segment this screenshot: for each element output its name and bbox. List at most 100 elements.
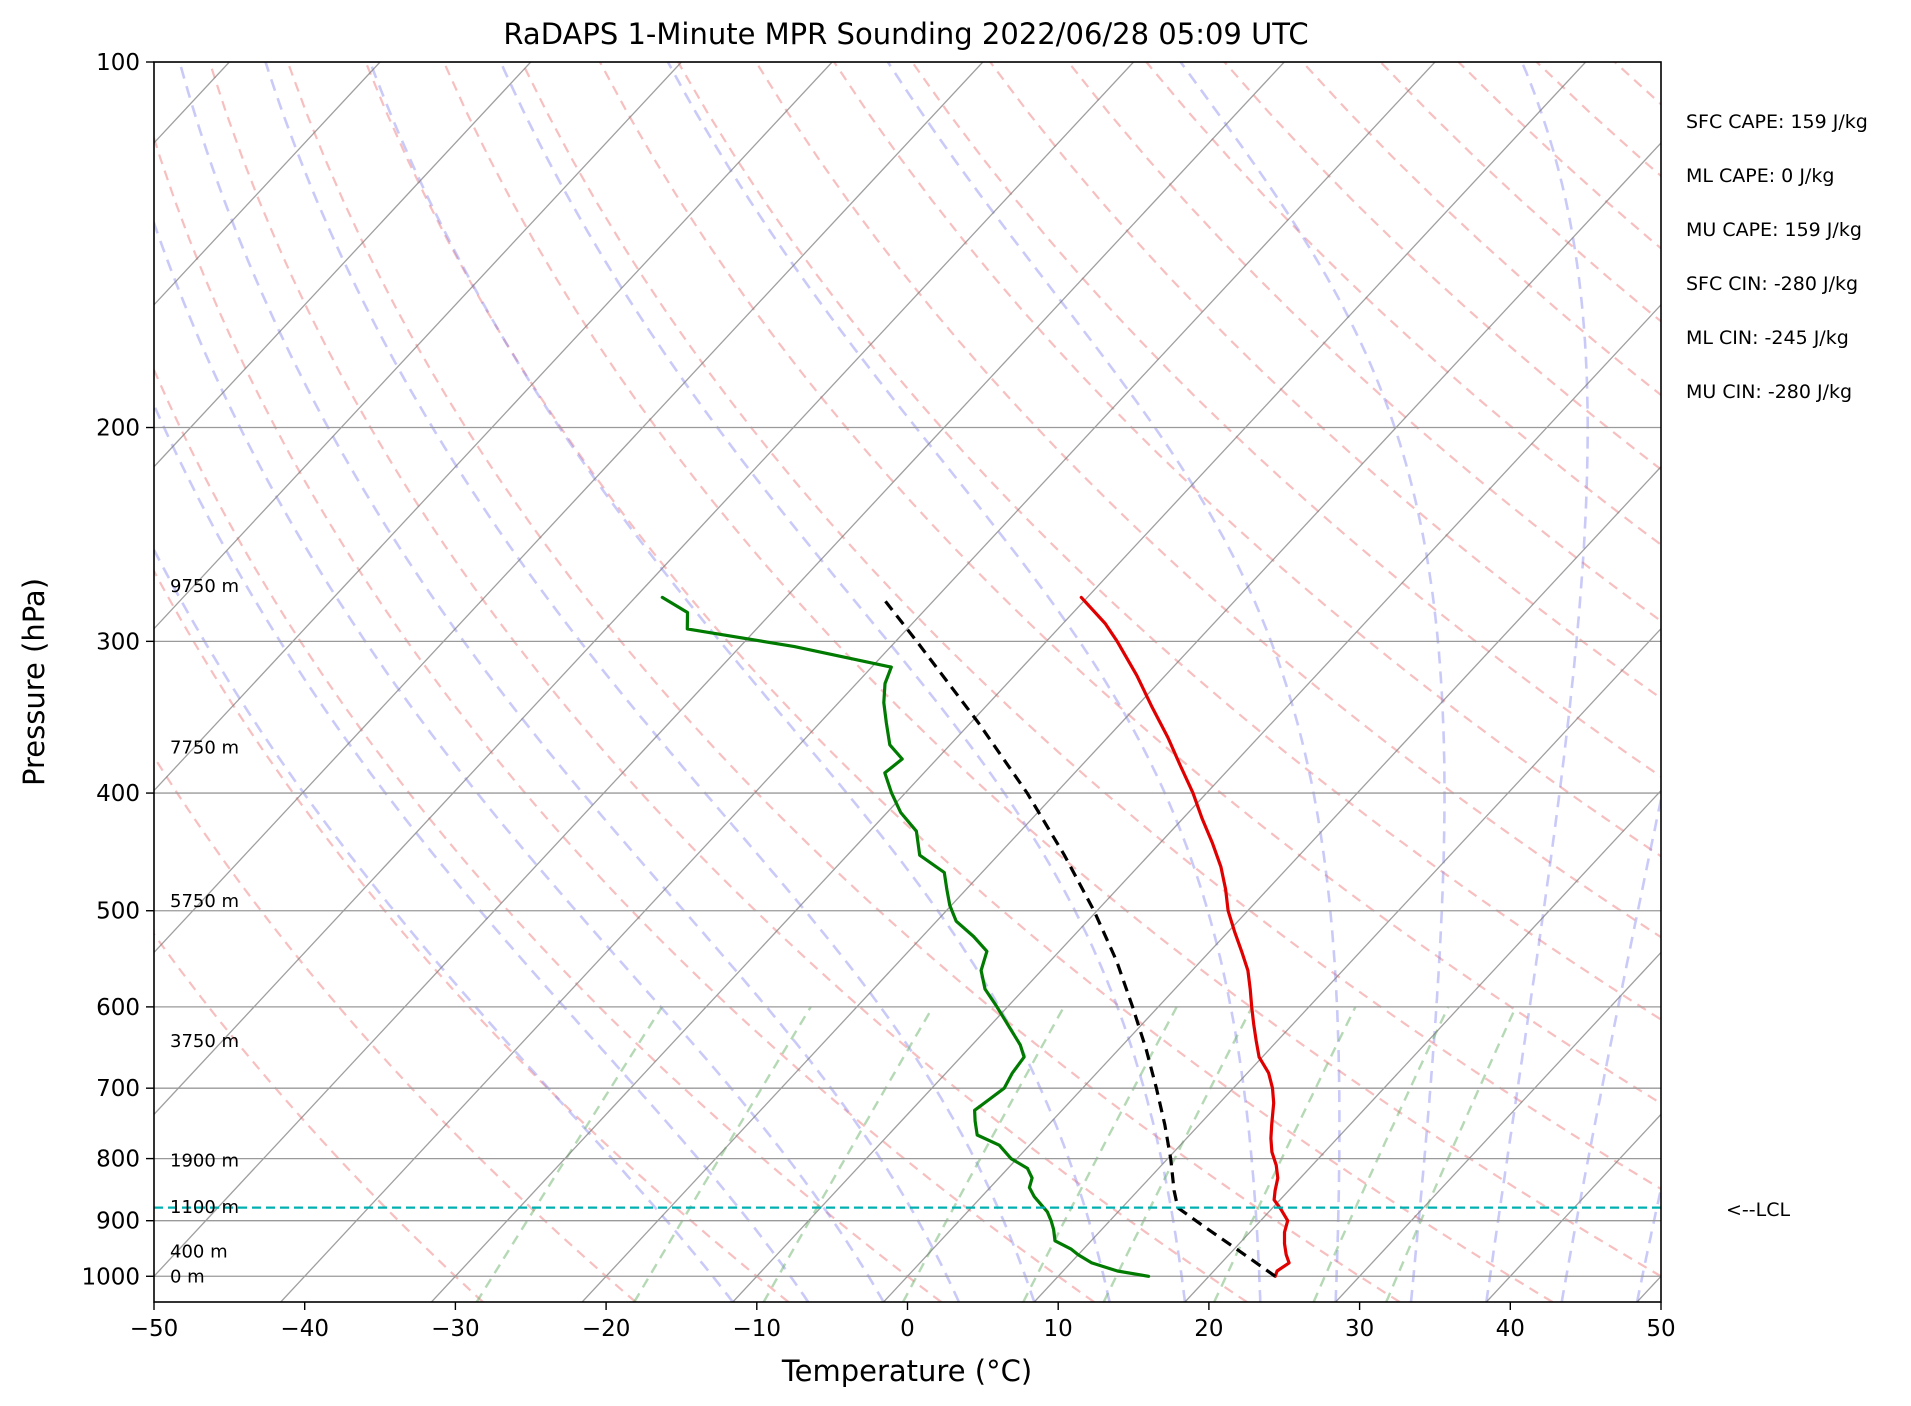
lcl-label: <--LCL <box>1726 1199 1790 1221</box>
isotherm <box>154 62 532 468</box>
dry-adiabat <box>1535 62 1661 178</box>
chart-title: RaDAPS 1-Minute MPR Sounding 2022/06/28 … <box>503 17 1308 51</box>
y-tick-label: 300 <box>96 629 140 655</box>
moist-adiabat <box>1560 793 1661 1302</box>
height-label: 7750 m <box>170 738 239 759</box>
y-tick-label: 600 <box>96 995 140 1021</box>
isotherm <box>581 141 1661 1302</box>
dewpoint-line <box>660 595 1151 1278</box>
pressure-gridlines <box>154 62 1661 1277</box>
x-axis-label: Temperature (°C) <box>781 1354 1032 1388</box>
height-label: 1100 m <box>170 1197 239 1218</box>
dry-adiabat <box>154 754 637 1302</box>
dry-adiabat <box>1457 62 1661 250</box>
temperature-line <box>1079 595 1291 1278</box>
dry-adiabat <box>154 568 790 1302</box>
x-tick-label: 20 <box>1194 1316 1223 1342</box>
height-label: 400 m <box>170 1241 228 1262</box>
sounding-traces <box>154 595 1661 1278</box>
dry-adiabat <box>1223 62 1661 471</box>
moist-adiabat <box>1635 1182 1661 1302</box>
axis-ticks: −50 −40 −30 −20 −10 0 10 20 30 40 50 100 200 300 400 50… <box>81 50 1675 1342</box>
dry-adiabat <box>911 62 1661 778</box>
isotherm <box>1636 1275 1661 1302</box>
isotherm <box>154 62 381 306</box>
isotherm <box>732 303 1661 1302</box>
y-tick-label: 500 <box>96 899 140 925</box>
index-text: ML CAPE: 0 J/kg <box>1686 165 1834 187</box>
mixing-ratio-line <box>1022 1006 1178 1302</box>
isotherm <box>883 465 1661 1302</box>
isotherm <box>154 62 682 630</box>
isotherm <box>154 62 1135 1116</box>
height-label: 5750 m <box>170 891 239 912</box>
moist-adiabat <box>368 62 1111 1302</box>
mixing-ratio-line <box>633 1006 812 1302</box>
x-tick-label: −30 <box>431 1316 480 1342</box>
x-tick-label: 0 <box>900 1316 915 1342</box>
dry-adiabat <box>154 932 484 1302</box>
moist-adiabat <box>154 218 885 1302</box>
moist-adiabat <box>666 62 1262 1302</box>
isotherm <box>154 62 1285 1278</box>
x-tick-label: 30 <box>1345 1316 1374 1342</box>
moist-adiabat <box>886 62 1341 1302</box>
x-tick-label: −50 <box>130 1316 179 1342</box>
mixing-ratio-line <box>1312 1006 1450 1302</box>
mixing-ratio-line <box>1385 1006 1517 1302</box>
dry-adiabat <box>755 62 1661 939</box>
isotherm <box>1485 1113 1661 1302</box>
height-label: 9750 m <box>170 576 239 597</box>
instability-indices: SFC CAPE: 159 J/kg ML CAPE: 0 J/kg MU CAPE… <box>1686 111 1868 403</box>
mixing-ratio-line <box>762 1006 934 1302</box>
height-label: 3750 m <box>170 1031 239 1052</box>
y-tick-label: 800 <box>96 1147 140 1173</box>
isotherm <box>280 62 1436 1302</box>
y-tick-label: 700 <box>96 1076 140 1102</box>
x-tick-label: −20 <box>582 1316 631 1342</box>
moist-adiabat <box>1485 62 1589 1302</box>
dry-adiabat <box>520 62 1661 1191</box>
height-labels: 0 m 400 m 1100 m 1900 m 3750 m 5750 m 7750 m 97… <box>170 576 239 1287</box>
mixing-ratio-line <box>1102 1006 1254 1302</box>
y-tick-label: 900 <box>96 1209 140 1235</box>
y-axis-label: Pressure (hPa) <box>17 578 51 786</box>
height-label: 1900 m <box>170 1151 239 1172</box>
isotherm <box>1335 951 1661 1302</box>
plot-frame <box>153 61 1662 1303</box>
dry-adiabat <box>442 62 1661 1278</box>
mixing-ratio-line <box>1213 1006 1357 1302</box>
mixing-ratio-line <box>475 1006 664 1302</box>
dry-adiabat <box>677 62 1661 1021</box>
dry-adiabat <box>1067 62 1661 623</box>
index-text: MU CAPE: 159 J/kg <box>1686 219 1862 241</box>
dry-adiabat <box>1301 62 1661 397</box>
x-tick-label: −40 <box>280 1316 329 1342</box>
moist-adiabat <box>264 62 1036 1302</box>
y-tick-label: 200 <box>96 416 140 442</box>
y-tick-label: 400 <box>96 781 140 807</box>
x-tick-label: −10 <box>733 1316 782 1342</box>
moist-adiabat <box>154 401 810 1302</box>
x-tick-label: 40 <box>1496 1316 1525 1342</box>
y-tick-label: 1000 <box>81 1264 140 1290</box>
dry-adiabat <box>154 367 942 1302</box>
dry-adiabat <box>833 62 1661 858</box>
dry-adiabat <box>208 62 1248 1302</box>
moist-adiabat <box>1179 62 1446 1302</box>
x-tick-label: 50 <box>1646 1316 1675 1342</box>
isotherm <box>430 62 1587 1302</box>
x-tick-label: 10 <box>1044 1316 1073 1342</box>
isotherm <box>1788 62 1911 1302</box>
dry-adiabat <box>154 134 1095 1302</box>
isotherm <box>154 62 984 954</box>
moist-adiabat <box>178 62 961 1302</box>
isotherm <box>154 62 833 792</box>
index-text: ML CIN: -245 J/kg <box>1686 327 1849 349</box>
moist-adiabat <box>499 62 1187 1302</box>
dry-adiabat <box>286 62 1401 1302</box>
y-tick-label: 100 <box>96 50 140 76</box>
background-lines <box>154 62 1911 1302</box>
mixing-ratio-line <box>901 1006 1065 1302</box>
